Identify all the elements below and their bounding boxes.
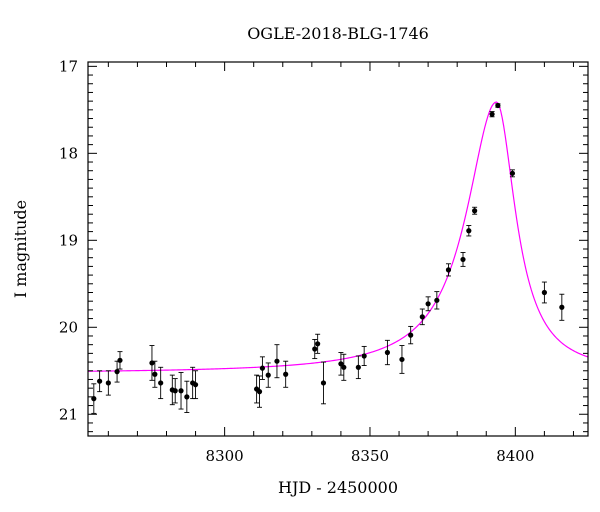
point-marker <box>274 358 280 364</box>
data-point <box>541 281 547 304</box>
data-point <box>509 169 516 178</box>
data-point <box>425 296 431 312</box>
point-marker <box>495 102 501 109</box>
data-point <box>259 356 266 380</box>
point-marker <box>489 111 495 117</box>
data-point <box>419 308 425 326</box>
y-tick-label: 20 <box>59 318 78 336</box>
data-point <box>178 372 184 410</box>
data-point <box>254 374 260 404</box>
point-marker <box>361 353 367 359</box>
data-point <box>338 352 344 376</box>
point-marker <box>408 332 414 338</box>
point-marker <box>152 371 158 377</box>
data-point <box>445 263 452 277</box>
point-marker <box>425 301 431 307</box>
point-marker <box>559 304 565 310</box>
axis-ticks: 8300 8350 8400 17 18 19 20 21 <box>59 57 588 465</box>
point-marker <box>97 378 103 384</box>
point-marker <box>178 388 184 394</box>
data-point <box>355 355 361 380</box>
y-tick-label: 19 <box>59 231 78 249</box>
model-curve <box>88 101 588 372</box>
point-marker <box>341 364 347 370</box>
data-point <box>460 252 466 267</box>
point-marker <box>541 289 547 296</box>
data-point <box>283 360 289 388</box>
y-axis-label: I magnitude <box>11 200 30 298</box>
data-point <box>192 370 199 400</box>
data-point <box>256 375 263 408</box>
plot-frame <box>87 61 589 437</box>
x-tick-label: 8300 <box>206 447 244 465</box>
point-marker <box>283 371 289 377</box>
data-point <box>184 380 190 413</box>
point-marker <box>460 256 466 263</box>
point-marker <box>192 382 199 388</box>
data-point <box>361 345 367 366</box>
point-marker <box>117 357 123 363</box>
data-point <box>265 362 271 388</box>
data-point <box>97 370 103 393</box>
y-tick-label: 17 <box>59 57 78 75</box>
y-tick-label: 21 <box>59 405 78 423</box>
point-marker <box>312 346 318 352</box>
data-point <box>172 378 178 404</box>
point-marker <box>265 372 271 378</box>
x-axis-label: HJD - 2450000 <box>278 478 398 497</box>
point-marker <box>184 394 190 400</box>
point-marker <box>355 364 361 370</box>
point-marker <box>315 341 321 347</box>
y-tick-label: 18 <box>59 144 78 162</box>
point-marker <box>114 369 120 375</box>
point-marker <box>399 356 405 363</box>
data-point <box>158 366 164 400</box>
data-point <box>408 325 414 345</box>
point-marker <box>472 208 478 214</box>
point-marker <box>384 349 391 356</box>
x-tick-label: 8400 <box>496 447 534 465</box>
data-point <box>434 291 440 310</box>
data-point <box>489 111 495 118</box>
data-point <box>399 345 405 374</box>
data-point <box>559 293 565 321</box>
point-marker <box>256 389 263 395</box>
data-point <box>114 360 120 383</box>
point-marker <box>509 170 516 176</box>
point-marker <box>320 380 327 386</box>
data-point <box>315 333 321 354</box>
data-point <box>384 339 391 366</box>
point-marker <box>419 314 425 320</box>
point-marker <box>434 297 440 303</box>
point-marker <box>158 380 164 386</box>
data-point <box>274 344 280 379</box>
plot-area <box>88 101 588 414</box>
point-marker <box>466 228 472 234</box>
chart-title: OGLE-2018-BLG-1746 <box>247 24 429 43</box>
data-point <box>152 360 158 388</box>
data-point <box>117 351 123 370</box>
data-point <box>105 370 111 396</box>
data-point <box>472 206 478 215</box>
x-tick-label: 8350 <box>351 447 389 465</box>
data-point <box>320 361 327 405</box>
data-point <box>495 102 501 109</box>
data-point <box>341 353 347 381</box>
point-marker <box>445 267 452 273</box>
point-marker <box>338 361 344 367</box>
point-marker <box>105 380 111 386</box>
data-point <box>91 383 97 414</box>
point-marker <box>172 388 178 394</box>
data-point <box>190 366 196 400</box>
point-marker <box>259 365 266 371</box>
data-point <box>466 225 472 237</box>
data-point <box>312 339 318 360</box>
